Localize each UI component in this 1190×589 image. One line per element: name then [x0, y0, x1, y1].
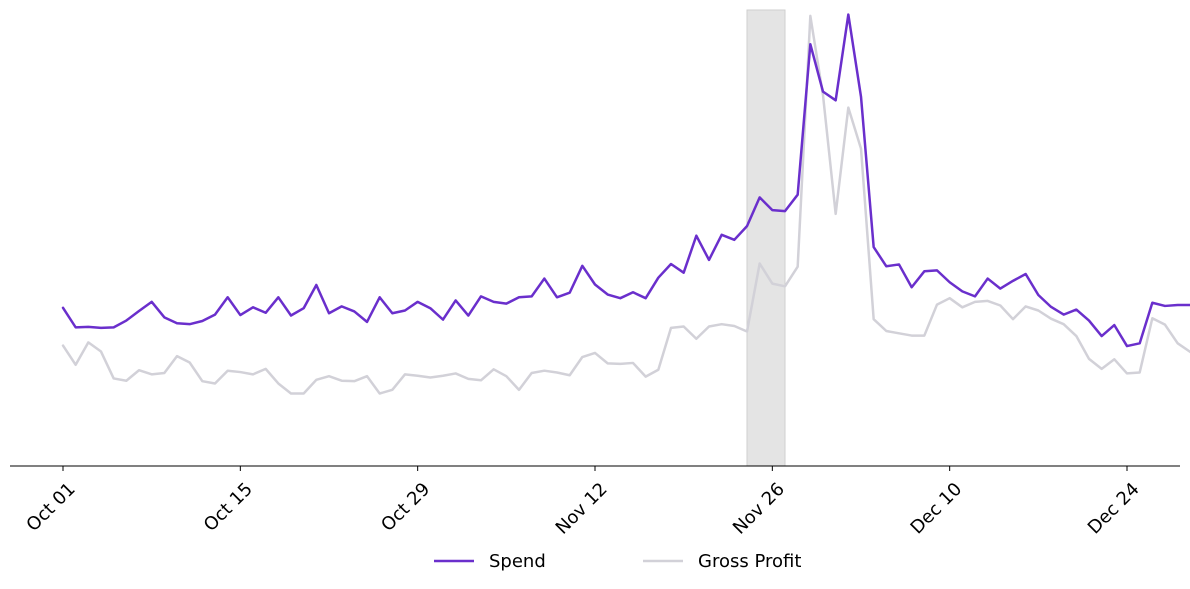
x-tick-label: Dec 24: [1084, 479, 1144, 539]
x-tick-label: Oct 29: [377, 479, 434, 536]
legend-label: Spend: [489, 551, 546, 572]
x-tick-label: Oct 01: [22, 479, 79, 536]
highlight-band-layer: [746, 9, 786, 467]
series-line-spend: [61, 13, 1190, 348]
x-tick-label: Dec 10: [907, 479, 967, 539]
legend-label: Gross Profit: [698, 551, 801, 572]
x-tick-label: Nov 12: [552, 479, 612, 539]
series-line-gross-profit: [61, 14, 1190, 395]
series-layer: [61, 13, 1190, 395]
highlight-band: [746, 9, 786, 467]
x-tick-label: Nov 26: [729, 479, 789, 539]
legend: Spend Gross Profit: [434, 551, 801, 572]
x-tick-label: Oct 15: [200, 479, 257, 536]
x-axis-ticks: Oct 01 Oct 15 Oct 29 Nov 12 Nov 26 Dec 10 Dec …: [22, 466, 1144, 539]
